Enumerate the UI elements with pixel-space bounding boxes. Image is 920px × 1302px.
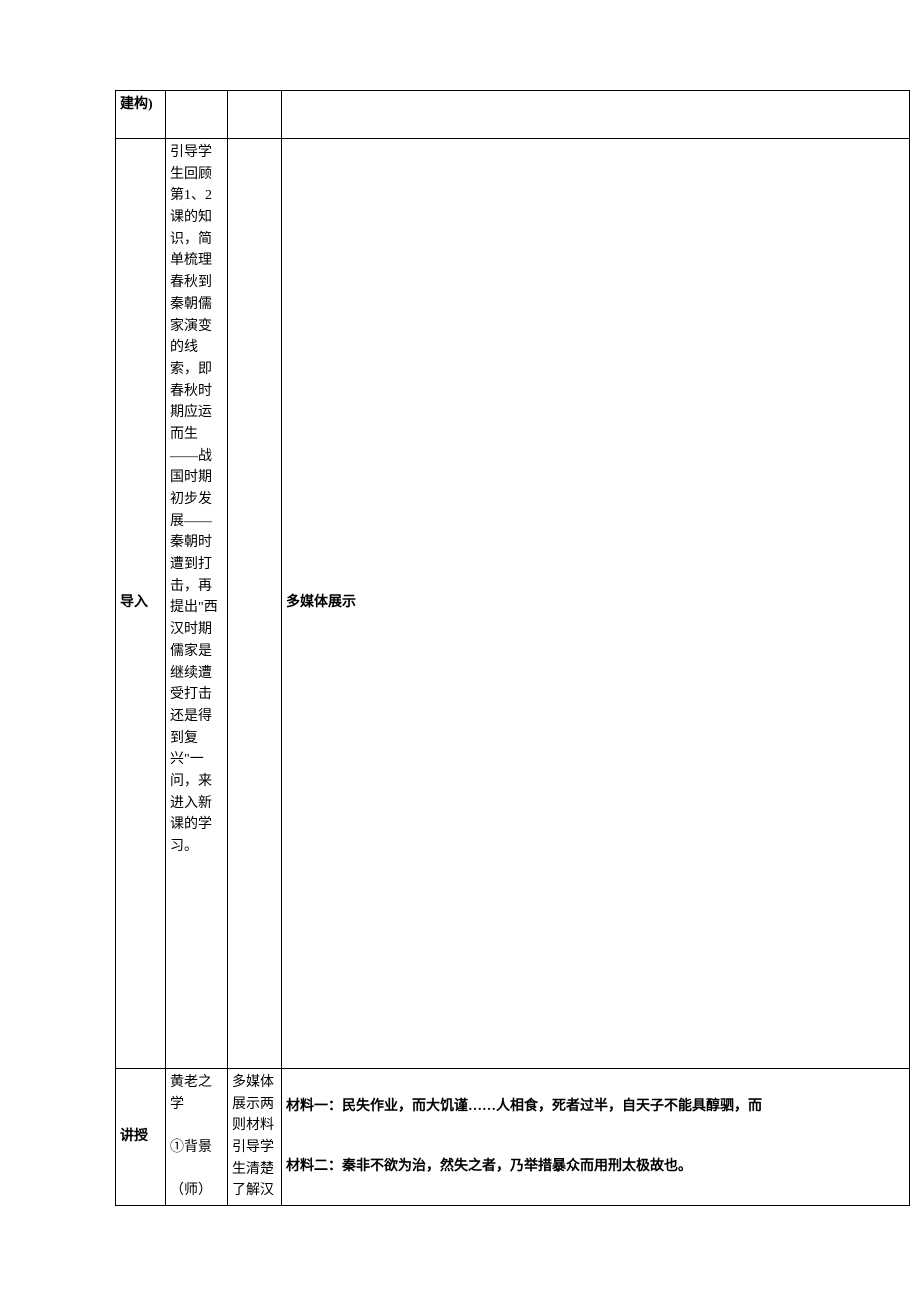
cell-r1c1: 建构) xyxy=(116,91,166,139)
cell-r2c2: 引导学生回顾第1、2课的知识，简单梳理春秋到秦朝儒家演变的线索，即春秋时期应运而… xyxy=(166,139,228,1069)
cell-r1c4 xyxy=(282,91,910,139)
table-row: 建构) xyxy=(116,91,910,139)
cell-r3c1: 讲授 xyxy=(116,1069,166,1206)
cell-r2c3 xyxy=(228,139,282,1069)
document-table: 建构) 导入 引导学生回顾第1、2课的知识，简单梳理春秋到秦朝儒家演变的线索，即… xyxy=(115,90,910,1206)
cell-r3c2: 黄老之学①背景（师） xyxy=(166,1069,228,1206)
table-row: 讲授 黄老之学①背景（师） 多媒体展示两则材料引导学生清楚了解汉 材料一：民失作… xyxy=(116,1069,910,1206)
table-row: 导入 引导学生回顾第1、2课的知识，简单梳理春秋到秦朝儒家演变的线索，即春秋时期… xyxy=(116,139,910,1069)
cell-r2c1: 导入 xyxy=(116,139,166,1069)
cell-r2c4: 多媒体展示 xyxy=(282,139,910,1069)
cell-r3c3: 多媒体展示两则材料引导学生清楚了解汉 xyxy=(228,1069,282,1206)
cell-r3c4: 材料一：民失作业，而大饥谨……人相食，死者过半，自天子不能具醇驷，而材料二：秦非… xyxy=(282,1069,910,1206)
cell-r1c3 xyxy=(228,91,282,139)
cell-r1c2 xyxy=(166,91,228,139)
